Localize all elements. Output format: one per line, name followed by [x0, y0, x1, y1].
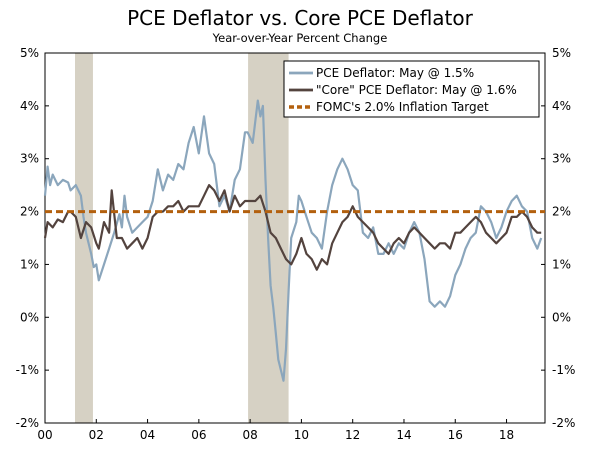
x-tick-label: 18 [499, 428, 514, 442]
chart-title: PCE Deflator vs. Core PCE Deflator [127, 6, 474, 30]
x-tick-label: 06 [191, 428, 206, 442]
y-tick-label-right: -1% [552, 363, 575, 377]
x-tick-label: 10 [294, 428, 309, 442]
x-tick-label: 04 [140, 428, 155, 442]
legend: PCE Deflator: May @ 1.5% "Core" PCE Defla… [283, 60, 540, 118]
axis-ticks: -2% -2% -1% -1% 0% 0% 1% 1% 2% 2% 3% 3% 4% 4% 5% 5% 00 02… [16, 46, 576, 442]
x-tick-label: 14 [396, 428, 411, 442]
y-tick-label-right: 2% [552, 205, 571, 219]
y-tick-label-left: -1% [16, 363, 39, 377]
recession-band-1 [75, 53, 93, 423]
y-tick-label-left: 5% [20, 46, 39, 60]
x-tick-label: 00 [37, 428, 52, 442]
y-tick-label-right: 3% [552, 152, 571, 166]
chart-subtitle: Year-over-Year Percent Change [212, 31, 388, 45]
y-tick-label-left: 3% [20, 152, 39, 166]
x-tick-label: 12 [345, 428, 360, 442]
y-tick-label-left: 1% [20, 257, 39, 271]
y-tick-label-right: 1% [552, 257, 571, 271]
y-tick-label-right: 5% [552, 46, 571, 60]
y-tick-label-left: 0% [20, 310, 39, 324]
legend-label-1: PCE Deflator: May @ 1.5% [316, 66, 474, 80]
x-tick-label: 02 [89, 428, 104, 442]
legend-label-3: FOMC's 2.0% Inflation Target [316, 100, 489, 114]
y-tick-label-right: 4% [552, 99, 571, 113]
y-tick-label-right: -2% [552, 416, 575, 430]
x-tick-label: 16 [448, 428, 463, 442]
series-lines [43, 99, 545, 382]
legend-box [283, 60, 540, 118]
series-line-1 [43, 99, 543, 382]
y-tick-label-left: 4% [20, 99, 39, 113]
y-tick-label-right: 0% [552, 310, 571, 324]
y-tick-label-left: -2% [16, 416, 39, 430]
y-tick-label-left: 2% [20, 205, 39, 219]
x-tick-label: 08 [242, 428, 257, 442]
series-line-2 [43, 184, 542, 271]
legend-label-2: "Core" PCE Deflator: May @ 1.6% [316, 83, 517, 97]
